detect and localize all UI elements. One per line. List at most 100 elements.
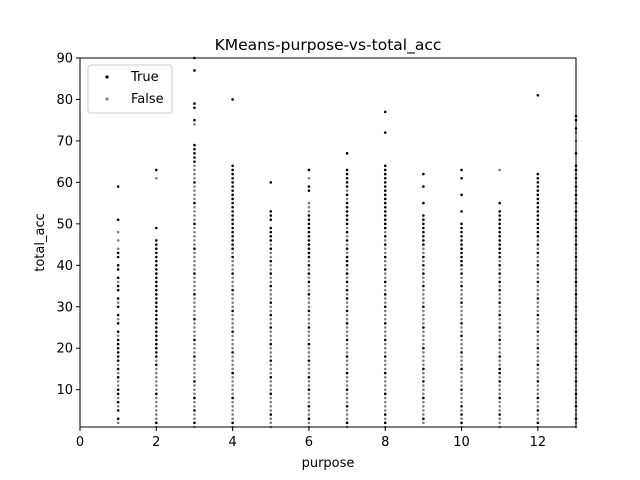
data-point-true — [116, 375, 120, 379]
data-point-false — [383, 400, 387, 404]
data-point-true — [193, 317, 196, 321]
data-point-false — [155, 375, 158, 379]
data-point-true — [383, 293, 387, 296]
data-point-false — [193, 268, 196, 271]
data-point-false — [383, 247, 387, 251]
data-point-true — [116, 297, 120, 300]
data-point-false — [422, 280, 425, 284]
data-point-false — [460, 313, 463, 317]
data-point-false — [460, 330, 463, 333]
data-point-true — [536, 210, 540, 213]
data-point-true — [460, 243, 463, 246]
data-point-false — [460, 342, 463, 346]
data-point-false — [307, 305, 311, 309]
data-point-true — [155, 264, 158, 267]
data-point-true — [460, 413, 463, 416]
data-point-false — [307, 176, 311, 180]
data-point-true — [307, 185, 311, 188]
data-point-false — [269, 409, 273, 412]
data-point-false — [536, 355, 540, 358]
data-point-true — [269, 392, 273, 396]
data-point-false — [193, 189, 196, 192]
data-point-false — [498, 359, 501, 362]
data-point-false — [345, 276, 349, 280]
data-point-false — [269, 396, 273, 400]
data-point-true — [498, 247, 501, 251]
data-point-true — [345, 210, 349, 213]
data-point-true — [269, 342, 273, 346]
data-point-false — [345, 363, 349, 367]
data-point-false — [193, 176, 196, 180]
data-point-false — [193, 218, 196, 221]
data-point-true — [193, 338, 196, 342]
data-point-false — [193, 371, 196, 375]
data-point-true — [116, 284, 120, 288]
data-point-true — [460, 234, 463, 238]
data-point-true — [498, 230, 501, 234]
data-point-false — [231, 342, 234, 346]
data-point-false — [498, 404, 501, 408]
data-point-false — [498, 284, 501, 288]
data-point-false — [231, 313, 234, 317]
data-point-true — [269, 326, 273, 329]
data-point-false — [460, 297, 463, 300]
data-point-true — [231, 288, 234, 292]
data-point-true — [536, 176, 540, 180]
data-point-false — [536, 317, 540, 321]
data-point-false — [422, 251, 425, 255]
data-point-false — [269, 276, 273, 280]
data-point-true — [193, 272, 196, 275]
data-point-false — [422, 301, 425, 304]
data-point-true — [422, 243, 425, 246]
data-point-false — [269, 371, 273, 375]
data-point-false — [307, 301, 311, 304]
data-point-true — [193, 181, 196, 184]
data-point-false — [307, 259, 311, 263]
data-point-false — [231, 326, 234, 329]
data-point-true — [422, 239, 425, 242]
data-point-true — [345, 272, 349, 275]
data-point-true — [231, 226, 234, 230]
data-point-false — [383, 409, 387, 412]
data-point-false — [383, 251, 387, 255]
data-point-true — [116, 359, 120, 362]
data-point-false — [345, 409, 349, 412]
data-point-true — [231, 98, 234, 101]
data-point-false — [498, 293, 501, 296]
data-point-true — [307, 417, 311, 421]
data-point-false — [269, 338, 273, 342]
data-point-true — [383, 189, 387, 192]
data-point-false — [269, 264, 273, 267]
data-point-true — [231, 172, 234, 176]
data-point-true — [116, 417, 120, 421]
data-point-false — [345, 367, 349, 371]
data-point-false — [536, 351, 540, 354]
x-tick-label: 12 — [530, 435, 547, 450]
data-point-false — [536, 384, 540, 387]
data-point-false — [269, 388, 273, 391]
data-point-true — [307, 359, 311, 362]
data-point-false — [345, 189, 349, 192]
data-point-true — [536, 264, 540, 267]
data-point-false — [345, 313, 349, 317]
data-point-false — [498, 330, 501, 333]
x-tick-label: 10 — [453, 435, 470, 450]
data-point-false — [383, 342, 387, 346]
data-point-false — [231, 409, 234, 412]
data-point-true — [231, 371, 234, 375]
data-point-true — [460, 421, 463, 425]
data-point-true — [460, 284, 463, 288]
data-point-false — [193, 309, 196, 313]
data-point-false — [155, 417, 158, 421]
data-point-false — [460, 417, 463, 421]
x-tick-label: 8 — [381, 435, 389, 450]
data-point-false — [116, 247, 120, 251]
data-point-false — [307, 288, 311, 292]
data-point-false — [307, 210, 311, 213]
data-point-false — [193, 243, 196, 246]
data-point-true — [231, 218, 234, 221]
data-point-true — [383, 280, 387, 284]
data-point-true — [307, 309, 311, 313]
data-point-true — [193, 69, 196, 72]
data-point-false — [345, 301, 349, 304]
